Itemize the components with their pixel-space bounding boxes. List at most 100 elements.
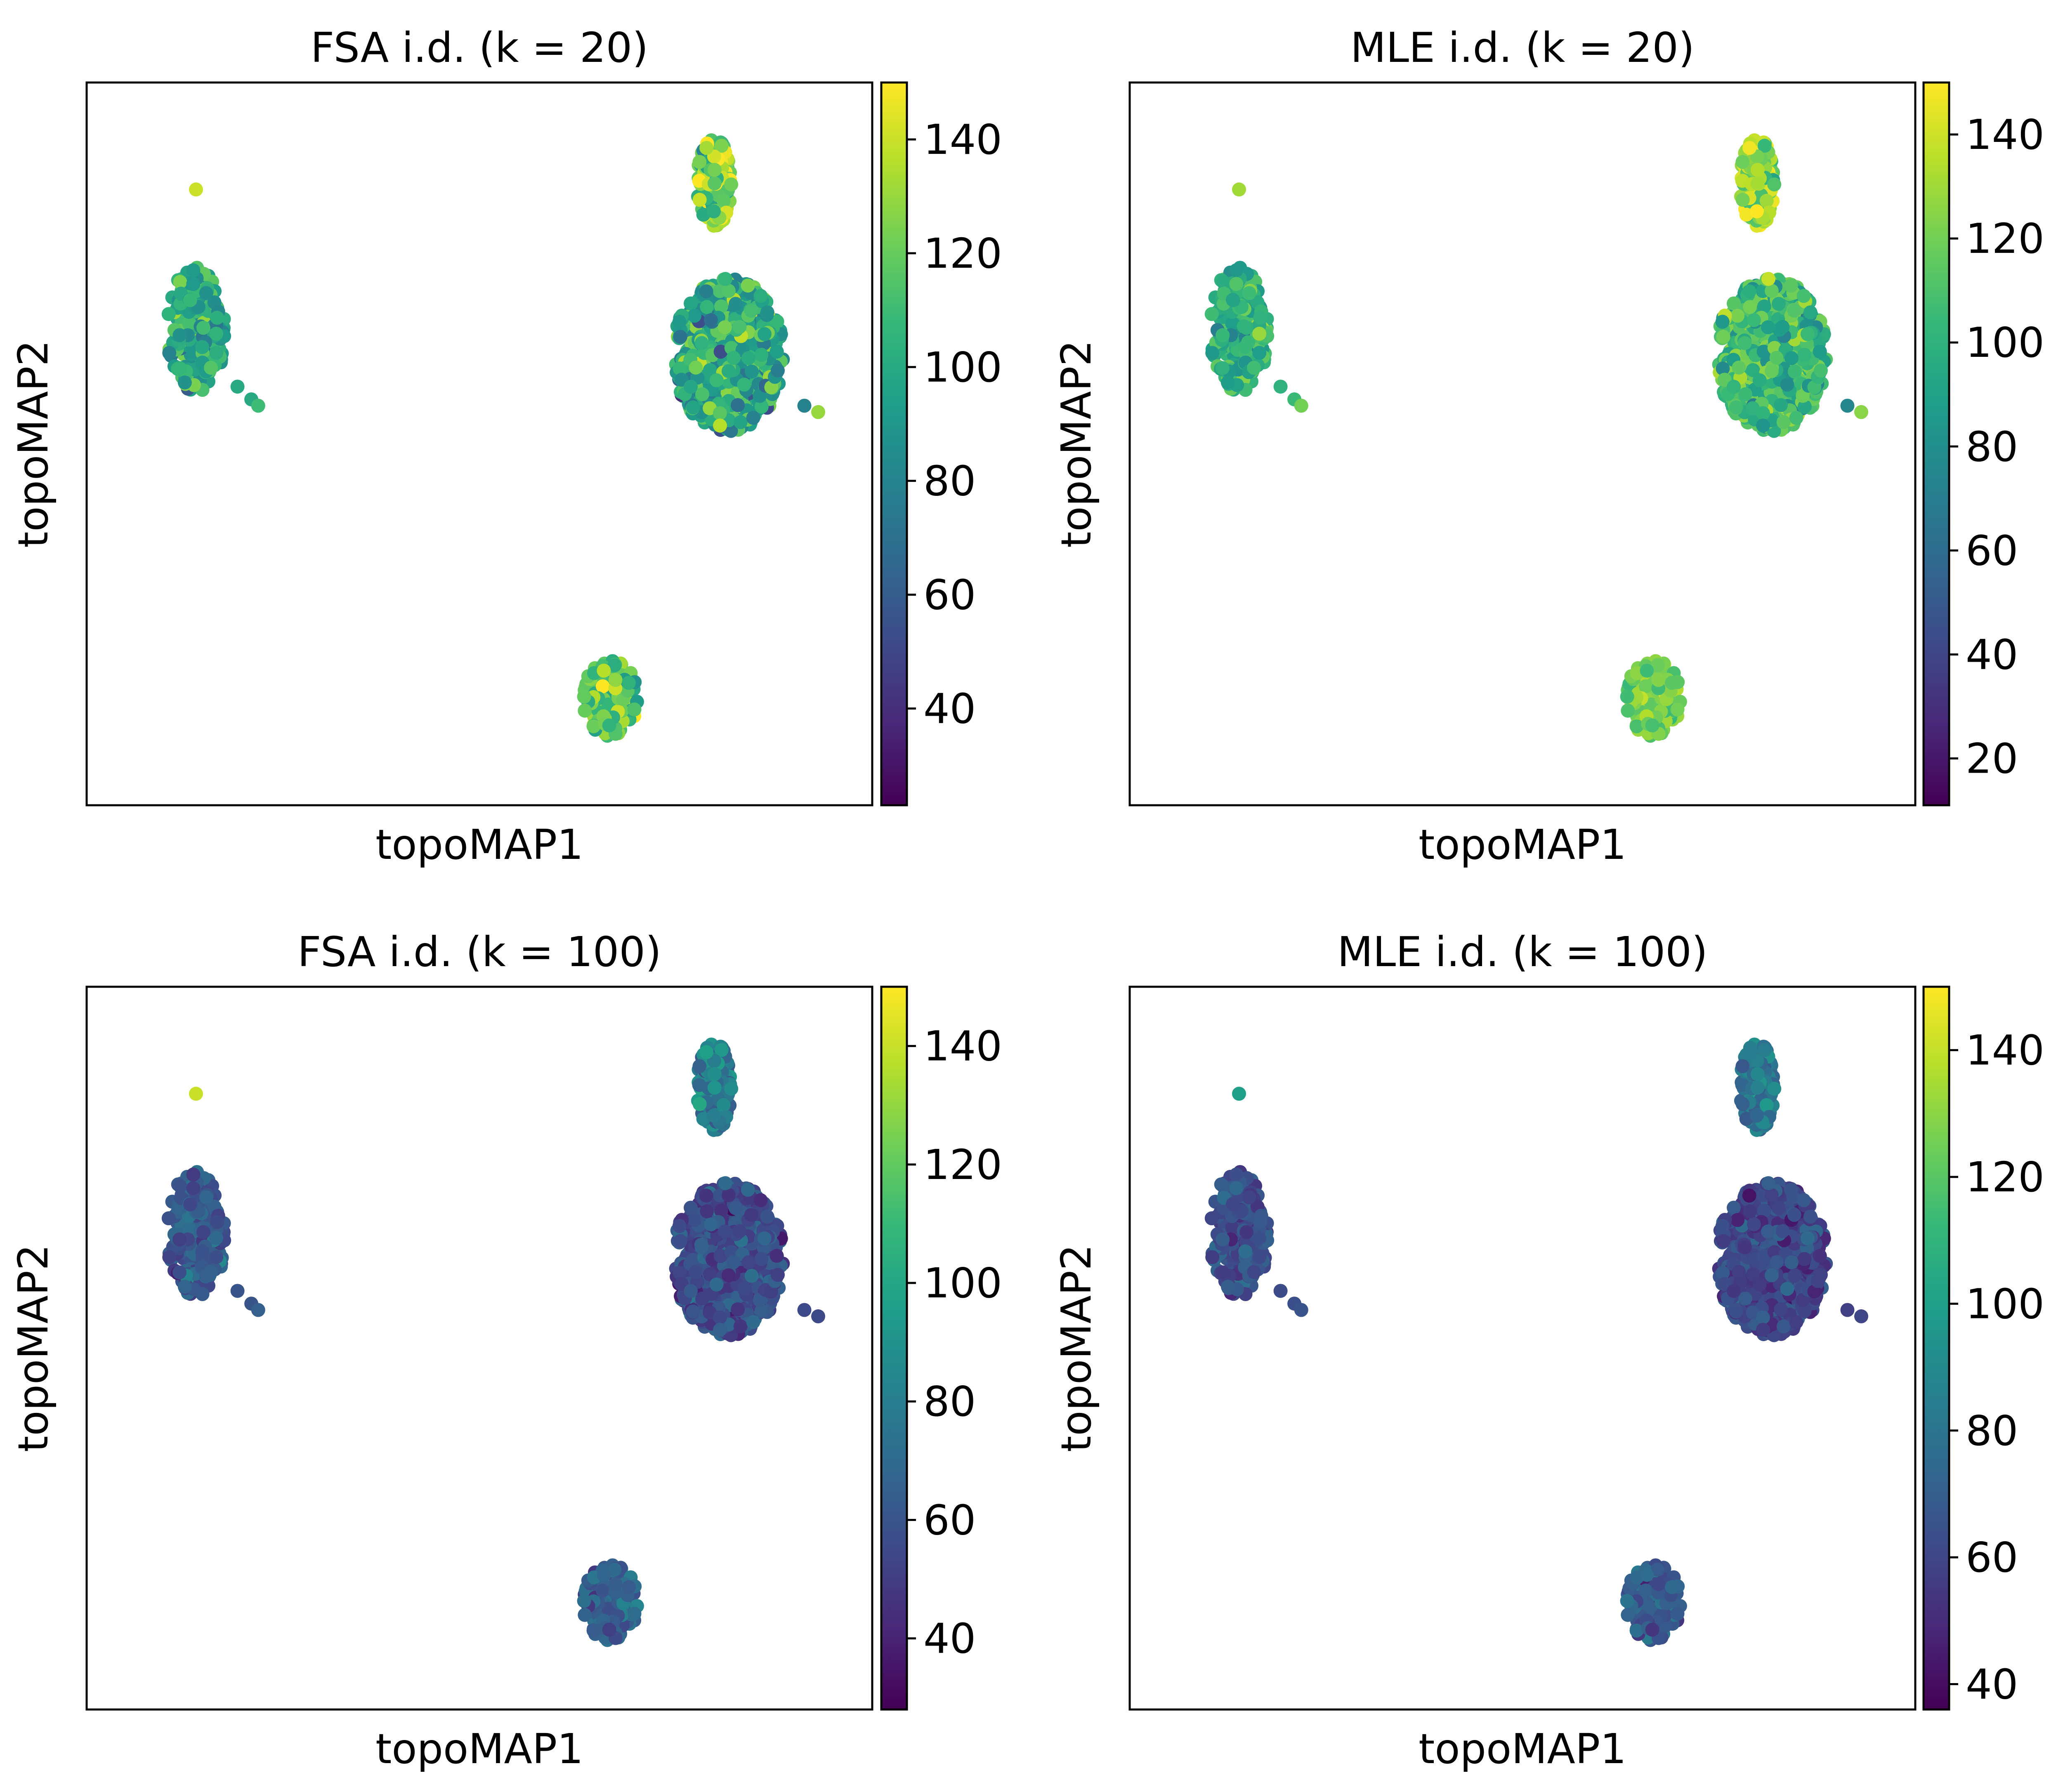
- colorbar-tick-label: 80: [923, 1377, 976, 1426]
- scatter-point: [1742, 284, 1756, 299]
- scatter-point: [1743, 1204, 1757, 1219]
- scatter-point: [700, 300, 714, 314]
- scatter-point: [714, 1203, 728, 1218]
- scatter-point: [732, 320, 747, 334]
- scatter-point: [1225, 1221, 1239, 1235]
- scatter-point: [177, 375, 192, 390]
- scatter-point: [1789, 410, 1803, 425]
- scatter-point: [714, 139, 729, 153]
- scatter-point: [1784, 351, 1799, 365]
- scatter-point: [729, 1201, 743, 1215]
- scatter-point: [771, 1268, 785, 1282]
- scatter-point: [1229, 277, 1244, 291]
- scatter-point: [699, 284, 713, 299]
- colorbar-gradient: [1924, 987, 1949, 1709]
- scatter-point: [797, 398, 812, 413]
- scatter-point: [1776, 1319, 1791, 1334]
- colorbar-tick-label: 100: [923, 343, 1002, 391]
- scatter-point: [1294, 1303, 1308, 1317]
- scatter-point: [209, 1250, 224, 1264]
- scatter-point: [722, 1188, 736, 1202]
- scatter-point: [1730, 1213, 1745, 1227]
- scatter-point: [741, 351, 756, 365]
- scatter-point: [578, 703, 592, 718]
- panel-1: FSA i.d. (k = 20) topoMAP1 topoMAP2 40 60 80 1…: [9, 24, 1002, 869]
- scatter-point: [186, 1167, 201, 1182]
- scatter-point: [744, 364, 759, 379]
- scatter-point: [673, 361, 687, 376]
- scatter-point: [1750, 163, 1765, 177]
- scatter-point: [737, 377, 751, 392]
- scatter-point: [1756, 1249, 1771, 1263]
- scatter-point: [1735, 193, 1750, 207]
- scatter-point: [729, 297, 743, 311]
- scatter-point: [1759, 193, 1774, 208]
- scatter-point: [1252, 1231, 1267, 1245]
- colorbar: 40 60 80 100 120 140: [1922, 986, 2044, 1711]
- scatter-point: [597, 663, 611, 678]
- scatter-point: [162, 1250, 177, 1264]
- scatter-point: [1252, 327, 1267, 341]
- scatter-point: [1735, 1097, 1750, 1111]
- colorbar-frame: [880, 986, 908, 1711]
- scatter-point: [1638, 679, 1653, 693]
- scatter-point: [1252, 1250, 1267, 1264]
- scatter-point: [577, 689, 591, 704]
- y-axis-label: topoMAP2: [9, 1244, 57, 1452]
- scatter-point: [1238, 340, 1253, 354]
- scatter-point: [195, 1244, 210, 1259]
- scatter-point: [597, 1568, 611, 1582]
- scatter-point: [714, 1043, 729, 1057]
- scatter-point: [182, 1221, 196, 1235]
- scatter-point: [733, 1319, 748, 1334]
- scatter-point: [189, 1087, 203, 1101]
- scatter-point: [1216, 361, 1230, 375]
- scatter-point: [1247, 1265, 1261, 1279]
- scatter-point: [695, 1291, 709, 1306]
- scatter-point: [757, 327, 772, 341]
- scatter-point: [746, 410, 760, 425]
- scatter-point: [1638, 1583, 1653, 1598]
- scatter-point: [1797, 399, 1812, 414]
- scatter-point: [692, 1059, 707, 1073]
- scatter-point: [1273, 1284, 1288, 1298]
- scatter-point: [724, 177, 739, 192]
- scatter-point: [769, 1249, 784, 1263]
- scatter-point: [177, 1280, 192, 1294]
- scatter-point: [1670, 1606, 1685, 1621]
- scatter-point: [1746, 1267, 1760, 1282]
- scatter-point: [1727, 1284, 1741, 1298]
- x-axis-label: topoMAP1: [375, 1725, 583, 1773]
- scatter-point: [161, 1211, 176, 1226]
- scatter-point: [672, 315, 687, 329]
- scatter-point: [1204, 1211, 1219, 1226]
- scatter-point: [1205, 1250, 1220, 1264]
- colorbar-tick-label: 40: [1966, 1660, 2018, 1709]
- panel-4: MLE i.d. (k = 100) topoMAP1 topoMAP2 40 60 80…: [1052, 928, 2044, 1773]
- scatter-point: [186, 277, 201, 291]
- scatter-point: [1854, 405, 1868, 419]
- scatter-point: [1205, 346, 1220, 360]
- scatter-point: [754, 399, 769, 414]
- scatter-point: [1715, 315, 1730, 329]
- scatter-points: [161, 133, 825, 743]
- colorbar-tick-label: 20: [1966, 735, 2018, 783]
- scatter-point: [1621, 1608, 1635, 1622]
- scatter-point: [209, 346, 224, 360]
- scatter-point: [1727, 380, 1741, 394]
- scatter-point: [686, 1304, 700, 1319]
- colorbar-frame: [1922, 986, 1950, 1711]
- scatter-point: [608, 673, 623, 687]
- scatter-point: [1759, 1098, 1774, 1112]
- scatter-point: [1787, 364, 1802, 379]
- scatter-point: [1803, 305, 1818, 320]
- scatter-point: [173, 1179, 187, 1193]
- scatter-point: [1732, 361, 1746, 375]
- scatter-point: [1242, 286, 1256, 300]
- scatter-point: [1629, 719, 1644, 733]
- scatter-point: [694, 1240, 709, 1254]
- scatter-point: [731, 1302, 745, 1316]
- scatter-point: [1756, 1310, 1770, 1325]
- colorbar-tick-label: 140: [1966, 1026, 2044, 1075]
- scatter-point: [1797, 1252, 1812, 1266]
